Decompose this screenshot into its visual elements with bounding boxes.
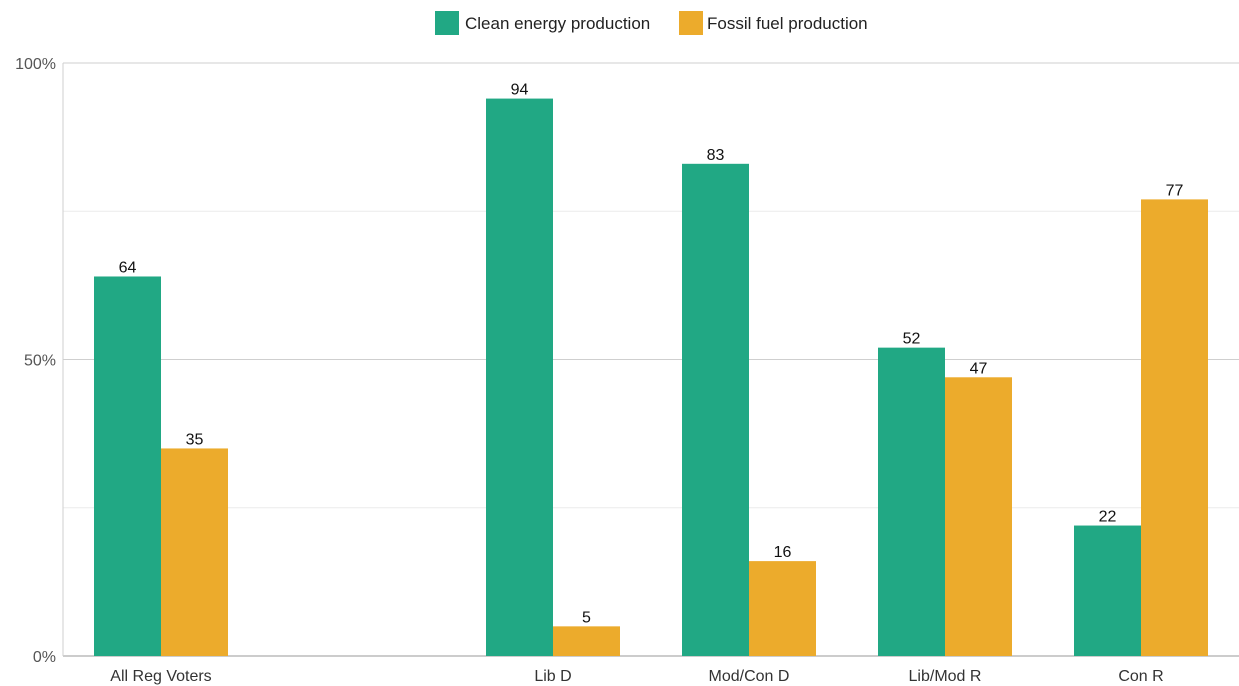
bars [94, 98, 1208, 656]
data-label: 94 [511, 82, 529, 99]
y-axis-ticks: 0% 50% 100% [15, 56, 56, 666]
legend-swatch-clean [435, 11, 459, 35]
y-tick-label: 50% [24, 353, 56, 370]
gridlines [62, 62, 1239, 657]
bar-fossil [553, 626, 620, 656]
data-label: 16 [774, 544, 792, 561]
bar-clean [94, 276, 161, 656]
legend-swatch-fossil [679, 11, 703, 35]
bar-clean [486, 98, 553, 656]
data-label: 35 [186, 431, 204, 448]
data-label: 5 [582, 609, 591, 626]
legend-label-clean: Clean energy production [465, 14, 650, 33]
data-label: 52 [903, 331, 921, 348]
bar-clean [878, 347, 945, 656]
bar-clean [1074, 525, 1141, 656]
bar-fossil [161, 448, 228, 656]
x-tick-label: Lib D [534, 668, 571, 685]
legend: Clean energy production Fossil fuel prod… [435, 11, 868, 35]
data-label: 83 [707, 147, 725, 164]
bar-fossil [945, 377, 1012, 656]
x-tick-label: Mod/Con D [709, 668, 790, 685]
bar-fossil [749, 561, 816, 656]
x-axis-ticks: All Reg Voters Lib D Mod/Con D Lib/Mod R Con… [110, 668, 1163, 685]
legend-label-fossil: Fossil fuel production [707, 14, 868, 33]
x-tick-label: All Reg Voters [110, 668, 211, 685]
y-tick-label: 100% [15, 56, 56, 73]
x-tick-label: Lib/Mod R [909, 668, 982, 685]
data-labels: 64 35 94 5 83 16 52 47 22 77 [119, 82, 1184, 627]
x-tick-label: Con R [1118, 668, 1163, 685]
bar-clean [682, 163, 749, 656]
data-label: 64 [119, 259, 137, 276]
data-label: 47 [970, 360, 988, 377]
data-label: 22 [1099, 509, 1117, 526]
y-tick-label: 0% [33, 649, 56, 666]
bar-fossil [1141, 199, 1208, 656]
data-label: 77 [1166, 182, 1184, 199]
